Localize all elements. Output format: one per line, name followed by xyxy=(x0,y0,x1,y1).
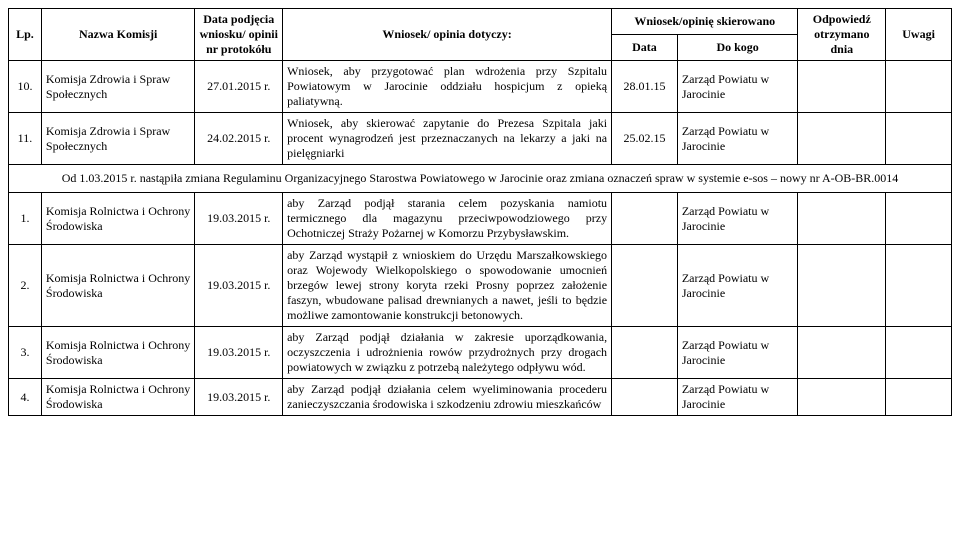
cell-komisja: Komisja Rolnictwa i Ochrony Środowiska xyxy=(41,379,195,416)
cell-wniosek: aby Zarząd podjął starania celem pozyska… xyxy=(283,193,612,245)
cell-wniosek: Wniosek, aby skierować zapytanie do Prez… xyxy=(283,113,612,165)
cell-uwagi xyxy=(886,61,952,113)
cell-wniosek: aby Zarząd wystąpił z wnioskiem do Urzęd… xyxy=(283,245,612,327)
cell-odp xyxy=(798,193,886,245)
cell-uwagi xyxy=(886,193,952,245)
hdr-data: Data xyxy=(612,35,678,61)
cell-data xyxy=(612,379,678,416)
cell-lp: 10. xyxy=(9,61,42,113)
cell-odp xyxy=(798,379,886,416)
cell-dokogo: Zarząd Powiatu w Jarocinie xyxy=(677,61,798,113)
table-row: 2. Komisja Rolnictwa i Ochrony Środowisk… xyxy=(9,245,952,327)
cell-wniosek: aby Zarząd podjął działania celem wyelim… xyxy=(283,379,612,416)
cell-odp xyxy=(798,113,886,165)
cell-wniosek: aby Zarząd podjął działania w zakresie u… xyxy=(283,327,612,379)
cell-data xyxy=(612,245,678,327)
table-row: 3. Komisja Rolnictwa i Ochrony Środowisk… xyxy=(9,327,952,379)
hdr-lp: Lp. xyxy=(9,9,42,61)
cell-komisja: Komisja Zdrowia i Spraw Społecznych xyxy=(41,113,195,165)
cell-odp xyxy=(798,61,886,113)
cell-dokogo: Zarząd Powiatu w Jarocinie xyxy=(677,113,798,165)
cell-lp: 1. xyxy=(9,193,42,245)
cell-datapodj: 19.03.2015 r. xyxy=(195,245,283,327)
hdr-data-podjecia: Data podjęcia wniosku/ opinii nr protokó… xyxy=(195,9,283,61)
cell-dokogo: Zarząd Powiatu w Jarocinie xyxy=(677,245,798,327)
cell-datapodj: 24.02.2015 r. xyxy=(195,113,283,165)
cell-lp: 11. xyxy=(9,113,42,165)
cell-lp: 4. xyxy=(9,379,42,416)
cell-datapodj: 27.01.2015 r. xyxy=(195,61,283,113)
table-row: 11. Komisja Zdrowia i Spraw Społecznych … xyxy=(9,113,952,165)
cell-wniosek: Wniosek, aby przygotować plan wdrożenia … xyxy=(283,61,612,113)
cell-uwagi xyxy=(886,245,952,327)
table-header: Lp. Nazwa Komisji Data podjęcia wniosku/… xyxy=(9,9,952,61)
cell-lp: 2. xyxy=(9,245,42,327)
cell-data: 28.01.15 xyxy=(612,61,678,113)
table-row: 4. Komisja Rolnictwa i Ochrony Środowisk… xyxy=(9,379,952,416)
cell-dokogo: Zarząd Powiatu w Jarocinie xyxy=(677,327,798,379)
cell-datapodj: 19.03.2015 r. xyxy=(195,327,283,379)
cell-data: 25.02.15 xyxy=(612,113,678,165)
note-row: Od 1.03.2015 r. nastąpiła zmiana Regulam… xyxy=(9,165,952,193)
cell-komisja: Komisja Zdrowia i Spraw Społecznych xyxy=(41,61,195,113)
cell-dokogo: Zarząd Powiatu w Jarocinie xyxy=(677,379,798,416)
table-row: 10. Komisja Zdrowia i Spraw Społecznych … xyxy=(9,61,952,113)
cell-datapodj: 19.03.2015 r. xyxy=(195,193,283,245)
cell-odp xyxy=(798,327,886,379)
note-cell: Od 1.03.2015 r. nastąpiła zmiana Regulam… xyxy=(9,165,952,193)
cell-data xyxy=(612,193,678,245)
table-row: 1. Komisja Rolnictwa i Ochrony Środowisk… xyxy=(9,193,952,245)
cell-komisja: Komisja Rolnictwa i Ochrony Środowiska xyxy=(41,193,195,245)
hdr-komisja: Nazwa Komisji xyxy=(41,9,195,61)
cell-data xyxy=(612,327,678,379)
cell-lp: 3. xyxy=(9,327,42,379)
hdr-skierowano: Wniosek/opinię skierowano xyxy=(612,9,798,35)
cell-datapodj: 19.03.2015 r. xyxy=(195,379,283,416)
hdr-dokogo: Do kogo xyxy=(677,35,798,61)
cell-uwagi xyxy=(886,113,952,165)
cell-dokogo: Zarząd Powiatu w Jarocinie xyxy=(677,193,798,245)
cell-odp xyxy=(798,245,886,327)
cell-komisja: Komisja Rolnictwa i Ochrony Środowiska xyxy=(41,327,195,379)
main-table: Lp. Nazwa Komisji Data podjęcia wniosku/… xyxy=(8,8,952,416)
hdr-wniosek: Wniosek/ opinia dotyczy: xyxy=(283,9,612,61)
hdr-uwagi: Uwagi xyxy=(886,9,952,61)
hdr-odpowiedz: Odpowiedź otrzymano dnia xyxy=(798,9,886,61)
cell-uwagi xyxy=(886,327,952,379)
cell-komisja: Komisja Rolnictwa i Ochrony Środowiska xyxy=(41,245,195,327)
cell-uwagi xyxy=(886,379,952,416)
